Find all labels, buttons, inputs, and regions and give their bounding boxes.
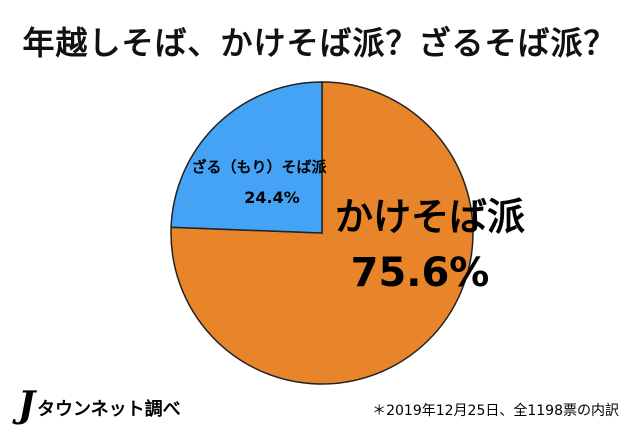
slice-name-zaru: ざる（もり）そば派 bbox=[191, 158, 327, 176]
pie-slice-zaru bbox=[170, 81, 323, 234]
pie-slice-kake bbox=[170, 81, 474, 385]
logo-text: タウンネット調べ bbox=[37, 399, 181, 420]
slice-name-kake: かけそば派 bbox=[335, 195, 525, 239]
slice-value-kake: 75.6% bbox=[351, 250, 490, 296]
footnote: ＊2019年12月25日、全1198票の内訳 bbox=[372, 403, 619, 419]
j-townnet-logo: J タウンネット調べ bbox=[18, 384, 181, 426]
slice-value-zaru: 24.4% bbox=[244, 188, 300, 207]
pie-labels: かけそば派 75.6% ざる（もり）そば派 24.4% bbox=[191, 158, 525, 296]
chart-title: 年越しそば、かけそば派？ざるそば派？ bbox=[22, 24, 617, 62]
pie-slices bbox=[170, 81, 474, 385]
logo-j-mark: J bbox=[18, 384, 36, 426]
